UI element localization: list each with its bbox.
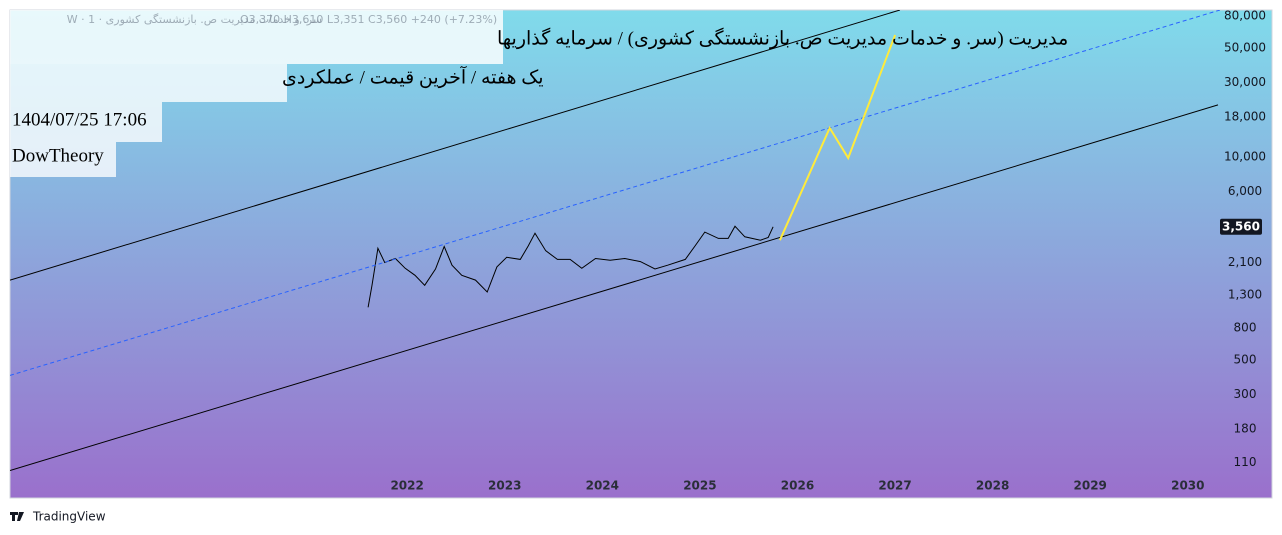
y-tick-label: 180	[1234, 421, 1257, 435]
timestamp: 1404/07/25 17:06	[12, 109, 147, 130]
y-tick-label: 18,000	[1224, 109, 1266, 123]
series-line	[367, 225, 774, 308]
series-line	[10, 10, 1220, 376]
series-line	[778, 34, 897, 241]
chart-title: مدیریت (سر. و خدمات مدیریت ص. بازنشستگی …	[497, 26, 1068, 49]
x-tick-label: 2027	[878, 479, 911, 493]
x-tick-label: 2022	[390, 479, 423, 493]
y-tick-label: 30,000	[1224, 75, 1266, 89]
y-tick-label: 800	[1234, 320, 1257, 334]
y-tick-label: 6,000	[1228, 184, 1262, 198]
brand: TradingView	[32, 510, 106, 524]
subtitle-box	[10, 64, 287, 102]
subtitle: یک هفته / آخرین قیمت / عملکردی	[282, 65, 544, 88]
timestamp-box	[10, 102, 162, 142]
y-tick-label: 110	[1234, 455, 1257, 469]
x-tick-label: 2030	[1171, 479, 1204, 493]
last-price-box	[1220, 218, 1262, 235]
series-line	[10, 104, 1219, 471]
plot-area	[10, 10, 1220, 471]
ohlc: O3,370 H3,610 L3,351 C3,560 +240 (+7.23%…	[240, 13, 497, 26]
x-tick-label: 2026	[781, 479, 814, 493]
author-box	[10, 142, 116, 177]
x-tick-label: 2023	[488, 479, 521, 493]
y-tick-label: 1,300	[1228, 288, 1262, 302]
title-box	[10, 10, 503, 64]
y-tick-label: 300	[1234, 387, 1257, 401]
author: DowTheory	[12, 145, 104, 166]
x-tick-label: 2028	[976, 479, 1009, 493]
y-tick-label: 10,000	[1224, 149, 1266, 163]
last-price-label: 3,560	[1222, 219, 1260, 233]
x-tick-label: 2024	[586, 479, 619, 493]
y-tick-label: 2,100	[1228, 255, 1262, 269]
y-tick-label: 80,000	[1224, 8, 1266, 22]
series-line	[10, 10, 901, 281]
logo	[10, 512, 24, 521]
legend-symbol: سر. و خدمات مدیریت ص. بازنشستگی کشوری · …	[67, 13, 322, 26]
y-tick-label: 50,000	[1224, 40, 1266, 54]
y-tick-label: 500	[1234, 352, 1257, 366]
x-tick-label: 2029	[1074, 479, 1107, 493]
x-tick-label: 2025	[683, 479, 716, 493]
